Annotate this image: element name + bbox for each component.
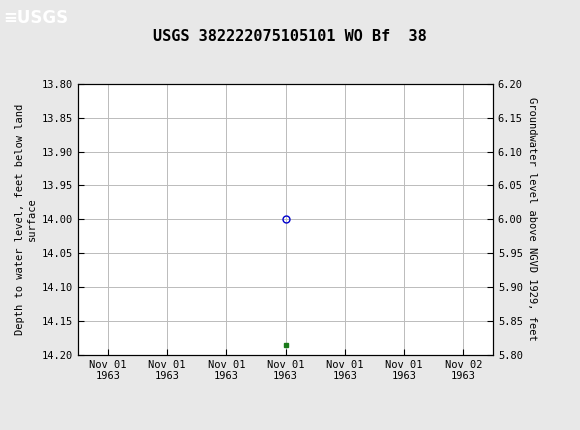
Y-axis label: Groundwater level above NGVD 1929, feet: Groundwater level above NGVD 1929, feet — [527, 98, 536, 341]
Text: ≡USGS: ≡USGS — [3, 9, 68, 27]
Y-axis label: Depth to water level, feet below land
surface: Depth to water level, feet below land su… — [15, 104, 37, 335]
Text: USGS 382222075105101 WO Bf  38: USGS 382222075105101 WO Bf 38 — [153, 29, 427, 44]
